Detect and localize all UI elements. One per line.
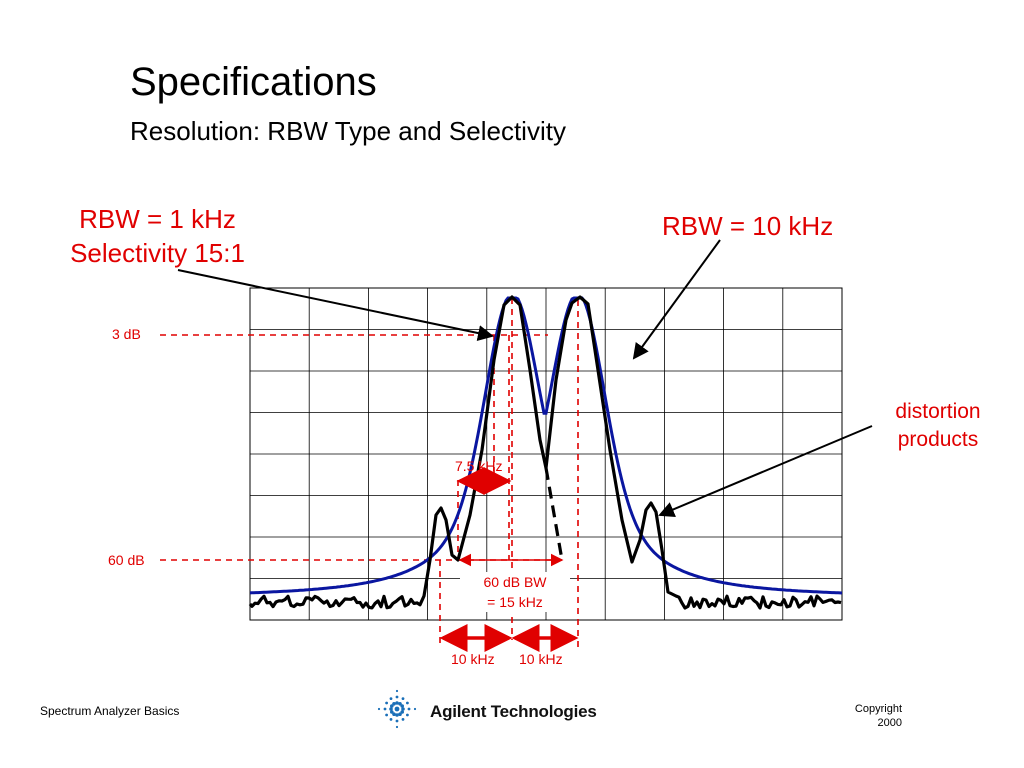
distortion-line1: distortion	[895, 400, 981, 423]
selectivity-value: Selectivity 15:1	[70, 238, 245, 268]
60db-bw-line1: 60 dB BW	[483, 574, 547, 590]
distortion-products-label: distortion products	[880, 398, 996, 454]
rbw-narrow-pointer	[177, 269, 494, 341]
3db-bandwidth-label: 7.5 kHz	[455, 458, 503, 474]
60db-bw-line2: = 15 kHz	[487, 594, 543, 610]
agilent-brand: Agilent Technologies	[430, 702, 597, 721]
rbw-1khz-trace-dashed	[544, 467, 564, 561]
slide-subtitle: Resolution: RBW Type and Selectivity	[130, 116, 566, 146]
spacing-right-label: 10 kHz	[519, 651, 563, 667]
copyright: Copyright 2000	[840, 702, 902, 730]
60db-bandwidth-label: 60 dB BW = 15 kHz	[460, 572, 570, 612]
rbw-narrow-label: RBW = 1 kHz Selectivity 15:1	[40, 202, 275, 270]
distortion-pointer	[658, 425, 873, 517]
rbw-narrow-value: RBW = 1 kHz	[79, 204, 236, 234]
60db-label: 60 dB	[108, 552, 145, 568]
copyright-line1: Copyright	[854, 703, 902, 715]
footer-course-title: Spectrum Analyzer Basics	[40, 704, 180, 718]
rbw-1khz-trace	[248, 295, 842, 610]
copyright-year: 2000	[877, 717, 902, 729]
spacing-left-label: 10 kHz	[451, 651, 495, 667]
rbw-wide-pointer	[632, 239, 721, 360]
slide-title: Specifications	[130, 60, 377, 104]
rbw-10khz-trace	[249, 296, 843, 595]
3db-label: 3 dB	[112, 326, 141, 342]
distortion-line2: products	[897, 428, 979, 451]
agilent-logo-icon	[377, 689, 417, 729]
rbw-wide-label: RBW = 10 kHz	[662, 211, 834, 241]
